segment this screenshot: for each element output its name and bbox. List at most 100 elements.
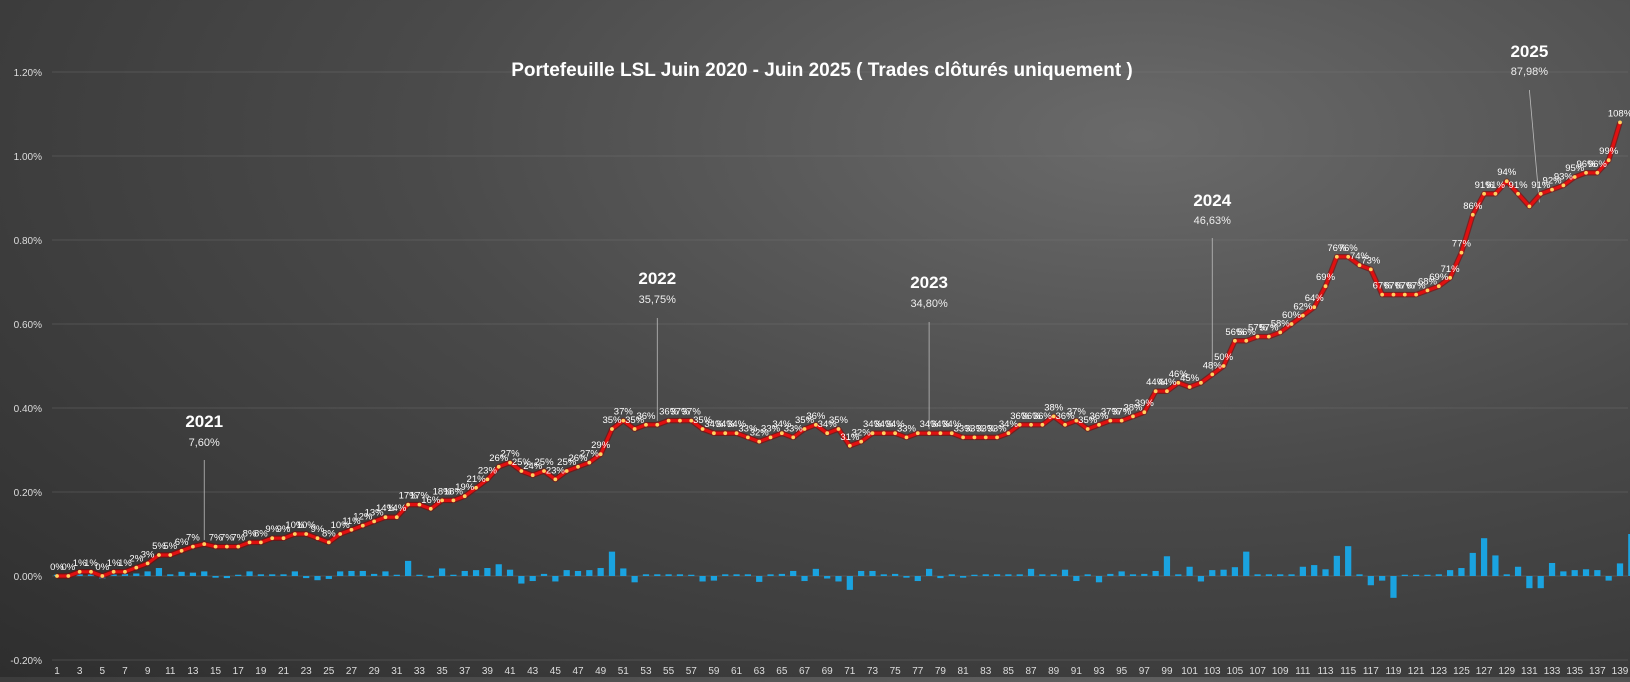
x-tick-label: 93 — [1093, 666, 1105, 677]
line-point — [915, 431, 920, 436]
line-point — [644, 422, 648, 427]
bar — [450, 574, 457, 576]
line-point — [1187, 385, 1192, 389]
bar — [1277, 574, 1284, 576]
bar — [563, 570, 570, 576]
x-tick-label: 81 — [958, 666, 970, 677]
bar — [257, 574, 264, 576]
bar — [1084, 574, 1091, 576]
bar — [744, 574, 752, 576]
x-tick-label: 89 — [1048, 666, 1060, 677]
line-point — [779, 431, 784, 436]
bar — [620, 568, 627, 576]
data-label: 96% — [1588, 159, 1608, 170]
x-tick-label: 63 — [754, 666, 766, 677]
data-label: 69% — [1429, 272, 1449, 283]
line-shadow — [57, 121, 1623, 579]
bar — [937, 576, 944, 579]
line-point — [870, 431, 875, 436]
data-label: 18% — [433, 486, 453, 497]
x-tick-label: 137 — [1589, 666, 1606, 677]
bar — [1095, 576, 1103, 583]
data-label: 33% — [897, 423, 917, 434]
data-label: 57% — [1259, 323, 1279, 334]
line-point — [1334, 254, 1339, 259]
data-label: 25% — [535, 457, 555, 468]
bar — [1209, 570, 1216, 576]
data-label: 108% — [1608, 108, 1630, 119]
x-tick-label: 133 — [1544, 666, 1561, 677]
x-tick-label: 41 — [504, 666, 516, 677]
line-point — [338, 532, 343, 536]
bar — [676, 574, 684, 576]
line-point — [813, 422, 818, 427]
line-point — [1221, 364, 1226, 368]
data-label: 36% — [1033, 411, 1053, 422]
bar — [1118, 571, 1125, 576]
data-label: 8% — [243, 528, 257, 539]
bar — [1220, 569, 1227, 576]
bar — [767, 574, 774, 576]
line-point — [745, 435, 750, 440]
x-tick-label: 43 — [527, 666, 539, 677]
line-point — [496, 464, 501, 469]
line-point — [383, 515, 388, 520]
bar — [642, 574, 650, 576]
line-point — [712, 431, 716, 436]
x-tick-label: 23 — [301, 666, 313, 677]
line-point — [224, 544, 229, 549]
x-tick-label: 33 — [414, 666, 426, 677]
data-label: 68% — [1418, 276, 1438, 287]
x-tick-label: 115 — [1340, 666, 1356, 677]
bar — [778, 573, 785, 576]
data-label: 37% — [614, 407, 634, 418]
data-label: 34% — [942, 419, 962, 430]
bar-series — [53, 534, 1630, 598]
line-point — [1131, 414, 1135, 419]
y-tick-label: 0.00% — [14, 572, 42, 583]
data-label: 71% — [1441, 264, 1461, 275]
bar — [393, 574, 400, 576]
bar — [880, 574, 887, 576]
data-label: 33% — [965, 423, 985, 434]
bar — [212, 576, 219, 578]
data-label: 37% — [1067, 407, 1087, 418]
data-label: 35% — [602, 415, 622, 426]
bar — [1175, 574, 1182, 576]
annotation-year: 2025 — [1510, 42, 1548, 61]
bar — [1073, 576, 1080, 582]
data-label: 67% — [1373, 281, 1393, 292]
bar — [1333, 555, 1340, 576]
x-tick-label: 61 — [731, 666, 743, 677]
line-point — [1278, 330, 1283, 335]
bar — [155, 568, 163, 576]
x-tick-label: 13 — [187, 666, 199, 677]
line-point — [1391, 292, 1396, 297]
data-label: 32% — [852, 428, 872, 439]
line-point — [1357, 263, 1362, 268]
data-label: 34% — [772, 419, 792, 430]
line-point — [281, 536, 286, 541]
data-label: 37% — [670, 407, 690, 418]
data-label: 34% — [704, 419, 724, 430]
x-tick-label: 111 — [1295, 666, 1311, 677]
annotation-year: 2022 — [638, 269, 676, 288]
data-label: 16% — [421, 495, 441, 506]
bar — [824, 576, 831, 579]
x-tick-label: 51 — [618, 666, 630, 677]
data-label: 58% — [1271, 318, 1291, 329]
line-point — [1482, 191, 1486, 196]
data-label: 0% — [95, 562, 109, 573]
bar — [472, 570, 480, 576]
data-label: 7% — [209, 533, 223, 544]
line-point — [689, 418, 694, 423]
data-label: 3% — [141, 549, 155, 560]
line-point — [1142, 410, 1147, 415]
bar — [1548, 562, 1556, 576]
data-label: 36% — [1010, 411, 1030, 422]
x-tick-label: 57 — [686, 666, 698, 677]
line-point — [530, 473, 535, 478]
x-tick-label: 45 — [550, 666, 562, 677]
bar — [1356, 574, 1363, 576]
bar — [1526, 576, 1533, 589]
